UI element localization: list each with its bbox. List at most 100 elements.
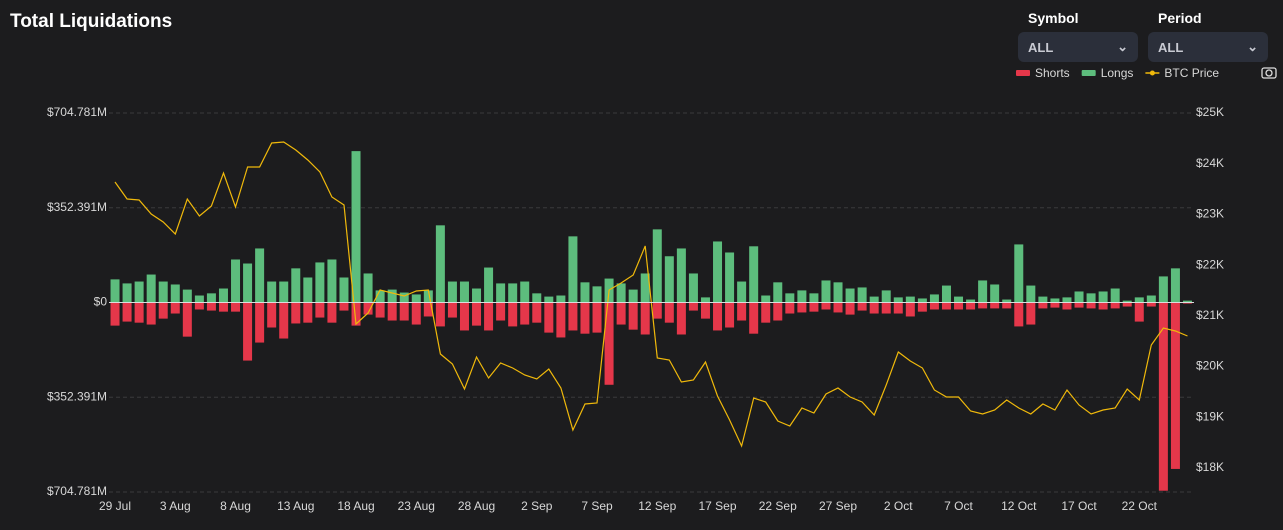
bar [954,296,964,303]
y2-tick-label: $23K [1196,207,1224,221]
x-tick-label: 2 Oct [884,499,913,513]
bar [532,302,542,323]
bar [700,297,710,303]
bar [375,290,385,303]
bar [472,302,482,326]
bar [459,281,469,303]
x-tick-label: 29 Jul [99,499,131,513]
x-tick-label: 7 Oct [944,499,973,513]
bar [1050,302,1060,308]
bar [194,302,204,310]
bar [990,302,1000,309]
bar [122,283,132,303]
bar [363,302,373,315]
bar [435,225,445,303]
bar [1086,293,1096,303]
x-tick-label: 18 Aug [337,499,374,513]
bar [664,256,674,303]
bar [1170,268,1180,303]
bar [1038,296,1048,303]
bar [821,280,831,303]
bar [1170,302,1180,469]
bar [243,263,253,303]
y2-tick-label: $21K [1196,308,1224,322]
bar [1050,298,1060,303]
bar [1122,302,1132,307]
bar [447,281,457,303]
bar [676,248,686,303]
bar [688,273,698,303]
bar [1062,297,1072,303]
bar [1074,302,1084,308]
bar [110,279,120,303]
dropdown-value: ALL [1158,39,1184,55]
camera-body[interactable] [1261,67,1277,79]
bar [869,302,879,314]
bar [568,302,578,331]
bar [1062,302,1072,310]
legend-swatch [1081,70,1096,76]
bar [1014,244,1024,303]
period-control: Period ALL ⌄ [1148,10,1268,62]
bar [508,302,518,327]
bar [327,302,337,323]
bar [303,302,313,323]
camera-icon[interactable] [1261,67,1277,79]
bar [1038,302,1048,309]
bar [917,298,927,303]
x-tick-label: 8 Aug [220,499,251,513]
dropdown[interactable]: ALL ⌄ [1018,32,1138,62]
dropdown[interactable]: ALL ⌄ [1148,32,1268,62]
bar [146,274,156,303]
bar [990,284,1000,303]
bar [194,295,204,303]
bar [628,302,638,330]
bar [1074,291,1084,303]
bar [978,302,988,309]
bar [170,302,180,314]
bar [303,277,313,303]
bar [231,302,241,312]
bar [231,259,241,303]
y2-tick-label: $24K [1196,156,1224,170]
legend-swatch [1016,70,1030,76]
bar [279,281,289,303]
bar [351,151,361,303]
x-tick-label: 23 Aug [398,499,435,513]
bar [797,290,807,303]
bar [688,302,698,311]
bar [315,262,325,303]
bar [737,281,747,303]
bar [833,282,843,303]
bar [1086,302,1096,309]
bar [339,277,349,303]
bar [243,302,253,361]
bar [785,293,795,303]
bar [1146,295,1156,303]
y-tick-label: $352.391M [47,200,107,214]
bar [1026,302,1036,325]
bar [508,283,518,303]
bar [857,287,867,303]
bar [966,299,976,303]
bar [496,302,506,321]
bar [1014,302,1024,327]
y2-tick-label: $19K [1196,409,1224,423]
camera-lens[interactable] [1265,69,1273,77]
bar [652,229,662,303]
y2-tick-label: $18K [1196,460,1224,474]
bar [484,302,494,331]
bar [845,288,855,303]
y2-tick-label: $25K [1196,105,1224,119]
legend-swatch-dot [1149,70,1155,76]
x-tick-label: 28 Aug [458,499,495,513]
bar [218,302,228,312]
bar [1146,302,1156,307]
bar [423,290,433,303]
bar [676,302,686,335]
bar [869,296,879,303]
bar [182,302,192,337]
bar [182,289,192,303]
